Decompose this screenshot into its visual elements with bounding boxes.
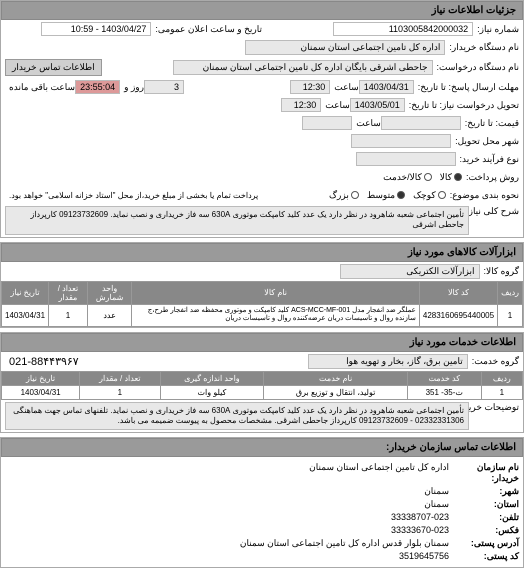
table-row: 1 ت-35- 351 تولید، انتقال و توزیع برق کی…	[2, 385, 523, 399]
addr-label: آدرس پستی:	[449, 538, 519, 549]
main-desc: تأمین اجتماعی شعبه شاهرود در نظر دارد یک…	[5, 206, 469, 235]
post-value: 3519645756	[399, 551, 449, 562]
phone-display: 021-88۴۴۳۹۶۷	[5, 355, 79, 368]
org-name-label: نام سازمان خریدار:	[449, 462, 519, 484]
city-delivery-label: شهر محل تحویل:	[451, 136, 519, 147]
svc-col-code: کد خدمت	[407, 371, 481, 385]
delivery-date: 1403/05/01	[350, 98, 405, 112]
buyer-notes-label: توضیحات خریدار:	[469, 402, 519, 413]
requester-label: نام دستگاه درخواست:	[433, 62, 519, 73]
svc-unit: کیلو وات	[160, 385, 264, 399]
svc-col-unit: واحد اندازه گیری	[160, 371, 264, 385]
deadline-send-time: 12:30	[290, 80, 330, 94]
budget-label: نحوه بندی موضوع:	[446, 190, 519, 201]
goods-date: 1403/04/31	[2, 304, 49, 326]
tel-value: 33338707-023	[391, 512, 449, 523]
radio-large[interactable]: بزرگ	[329, 190, 359, 201]
main-desc-label: شرح کلی نیاز:	[469, 206, 519, 217]
radio-med[interactable]: متوسط	[367, 190, 405, 201]
remain-label: ساعت باقی مانده	[5, 82, 75, 93]
goods-col-idx: ردیف	[498, 281, 523, 304]
svc-col-qty: تعداد / مقدار	[80, 371, 160, 385]
province-value: سمنان	[424, 499, 449, 510]
city-label: شهر:	[449, 486, 519, 497]
province-label: استان:	[449, 499, 519, 510]
svc-idx: 1	[481, 385, 522, 399]
goods-idx: 1	[498, 304, 523, 326]
radio-cash[interactable]: کالا	[440, 172, 462, 183]
payment-note: پرداخت تمام یا بخشی از مبلغ خرید،از محل …	[5, 189, 262, 202]
price-time	[302, 116, 352, 130]
goods-col-qty: تعداد / مقدار	[49, 281, 88, 304]
deadline-send-label: مهلت ارسال پاسخ: تا تاریخ:	[414, 82, 519, 93]
goods-unit: عدد	[87, 304, 132, 326]
goods-header: ابزارآلات کالاهای مورد نیاز	[1, 243, 523, 262]
buyer-name: اداره کل تامین اجتماعی استان سمنان	[245, 40, 445, 55]
payment-radio-group: کالا کالا/خدمت	[383, 172, 462, 183]
service-group-label: گروه خدمت:	[468, 356, 519, 367]
qty-type-label: نوع فرآیند خرید:	[456, 154, 520, 165]
price-date-label: قیمت: تا تاریخ:	[461, 118, 519, 129]
service-group: تامین برق، گاز، بخار و تهویه هوا	[308, 354, 468, 369]
fax-value: 33333670-023	[391, 525, 449, 536]
city-value: سمنان	[424, 486, 449, 497]
svc-col-name: نام خدمت	[264, 371, 408, 385]
addr-value: سمنان بلوار قدس اداره کل تامین اجتماعی ا…	[240, 538, 449, 549]
contact-header: اطلاعات تماس سازمان خریدار:	[1, 438, 523, 457]
niaz-no-label: شماره نیاز:	[473, 24, 519, 35]
goods-col-name: نام کالا	[132, 281, 420, 304]
details-header: جزئیات اطلاعات نیاز	[1, 1, 523, 20]
goods-group: ابزارآلات الکتریکی	[340, 264, 480, 279]
post-label: کد پستی:	[449, 551, 519, 562]
svc-col-idx: ردیف	[481, 371, 522, 385]
delivery-time: 12:30	[281, 98, 321, 112]
org-name: اداره کل تامین اجتماعی استان سمنان	[309, 462, 449, 484]
budget-radio-group: کوچک متوسط بزرگ	[329, 190, 446, 201]
niaz-no: 1103005842000032	[333, 22, 473, 36]
goods-name: عملگر ضد انفجار مدل ACS-MCC-MF-001 کلید …	[132, 304, 420, 326]
svc-date: 1403/04/31	[2, 385, 80, 399]
goods-code: 4283160695440005	[419, 304, 497, 326]
remain-days: 3	[144, 80, 184, 94]
fax-label: فکس:	[449, 525, 519, 536]
services-header: اطلاعات خدمات مورد نیاز	[1, 333, 523, 352]
svc-name: تولید، انتقال و توزیع برق	[264, 385, 408, 399]
pub-date-label: تاریخ و ساعت اعلان عمومی:	[151, 24, 262, 35]
svc-col-date: تاریخ نیاز	[2, 371, 80, 385]
radio-small[interactable]: کوچک	[413, 190, 446, 201]
goods-col-code: کد کالا	[419, 281, 497, 304]
deadline-send-date: 1403/04/31	[359, 80, 414, 94]
rooz-label: روز و	[120, 82, 144, 93]
tel-label: تلفن:	[449, 512, 519, 523]
delivery-label: تحویل درخواست نیاز: تا تاریخ:	[405, 100, 519, 111]
buyer-notes: تأمین اجتماعی شعبه شاهرود در نظر دارد یک…	[5, 402, 469, 431]
saat-label-2: ساعت	[321, 100, 350, 111]
goods-qty: 1	[49, 304, 88, 326]
goods-table: ردیف کد کالا نام کالا واحد شمارش تعداد /…	[1, 281, 523, 327]
goods-col-unit: واحد شمارش	[87, 281, 132, 304]
city-delivery	[351, 134, 451, 148]
pub-date: 1403/04/27 - 10:59	[41, 22, 151, 36]
saat-label-1: ساعت	[330, 82, 359, 93]
services-table: ردیف کد خدمت نام خدمت واحد اندازه گیری ت…	[1, 371, 523, 400]
goods-group-label: گروه کالا:	[480, 266, 519, 277]
svc-qty: 1	[80, 385, 160, 399]
requester-name: جاحطی اشرقی بایگان اداره کل تامین اجتماع…	[173, 60, 433, 75]
contact-buyer-button[interactable]: اطلاعات تماس خریدار	[5, 59, 102, 76]
goods-col-date: تاریخ نیاز	[2, 281, 49, 304]
table-row: 1 4283160695440005 عملگر ضد انفجار مدل A…	[2, 304, 523, 326]
price-date	[381, 116, 461, 130]
saat-label-3: ساعت	[352, 118, 381, 129]
qty-type	[356, 152, 456, 166]
remain-time: 23:55:04	[75, 80, 120, 94]
radio-credit[interactable]: کالا/خدمت	[383, 172, 432, 183]
svc-code: ت-35- 351	[407, 385, 481, 399]
buyer-label: نام دستگاه خریدار:	[445, 42, 519, 53]
payment-label: روش پرداخت:	[462, 172, 519, 183]
